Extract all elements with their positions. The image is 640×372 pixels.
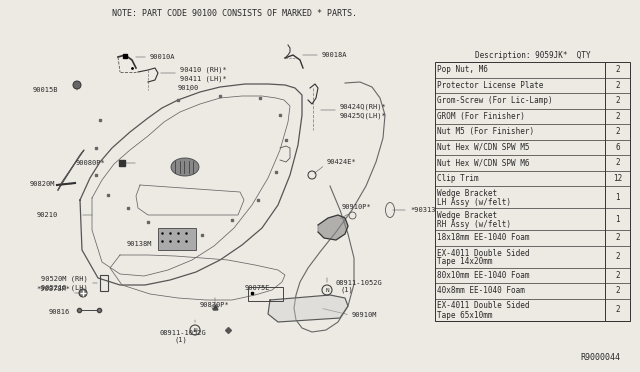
- Text: (1): (1): [340, 287, 353, 293]
- Polygon shape: [58, 150, 84, 190]
- Bar: [158, 228, 196, 250]
- Text: 90080P*: 90080P*: [76, 160, 105, 166]
- Text: 90075E: 90075E: [245, 285, 271, 291]
- Text: 2: 2: [615, 81, 620, 90]
- Circle shape: [73, 81, 81, 89]
- Text: Clip Trim: Clip Trim: [437, 174, 479, 183]
- Text: GROM (For Finisher): GROM (For Finisher): [437, 112, 525, 121]
- Text: *90878P*: *90878P*: [36, 286, 70, 292]
- Text: 90410 (RH)*: 90410 (RH)*: [180, 67, 227, 73]
- Text: 2: 2: [615, 112, 620, 121]
- Text: Tape 14x20mm: Tape 14x20mm: [437, 257, 493, 266]
- Text: (1): (1): [175, 337, 188, 343]
- Text: NOTE: PART CODE 90100 CONSISTS OF MARKED * PARTS.: NOTE: PART CODE 90100 CONSISTS OF MARKED…: [113, 10, 358, 19]
- Text: 2: 2: [615, 127, 620, 136]
- Text: Nut Hex W/CDN SPW M6: Nut Hex W/CDN SPW M6: [437, 158, 529, 167]
- Text: 40x8mm EE-1040 Foam: 40x8mm EE-1040 Foam: [437, 286, 525, 295]
- Text: 90210: 90210: [36, 212, 58, 218]
- Text: 1: 1: [615, 192, 620, 202]
- Text: Tape 65x10mm: Tape 65x10mm: [437, 311, 493, 320]
- Text: Protector License Plate: Protector License Plate: [437, 81, 543, 90]
- Text: R9000044: R9000044: [580, 353, 620, 362]
- Text: Description: 9059JK*  QTY: Description: 9059JK* QTY: [475, 51, 590, 61]
- Polygon shape: [268, 295, 348, 322]
- Text: N: N: [193, 328, 197, 334]
- Text: Wedge Bracket: Wedge Bracket: [437, 211, 497, 220]
- Text: 2: 2: [615, 271, 620, 280]
- Text: Nut M5 (For Finisher): Nut M5 (For Finisher): [437, 127, 534, 136]
- Text: 90424Q(RH)*: 90424Q(RH)*: [340, 104, 387, 110]
- Circle shape: [79, 289, 87, 297]
- Text: 2: 2: [615, 96, 620, 105]
- Text: 2: 2: [615, 305, 620, 314]
- Text: 90520M (RH): 90520M (RH): [41, 276, 88, 282]
- Text: Grom-Screw (For Lic-Lamp): Grom-Screw (For Lic-Lamp): [437, 96, 552, 105]
- Text: 08911-1052G: 08911-1052G: [160, 330, 207, 336]
- Text: 90870P*: 90870P*: [200, 302, 230, 308]
- Text: 90100: 90100: [178, 85, 199, 91]
- Text: LH Assy (w/felt): LH Assy (w/felt): [437, 198, 511, 207]
- Text: 90138M: 90138M: [127, 241, 152, 247]
- Text: *90313: *90313: [410, 207, 435, 213]
- Text: 2: 2: [615, 65, 620, 74]
- Text: Wedge Bracket: Wedge Bracket: [437, 189, 497, 198]
- Text: 90816: 90816: [49, 309, 70, 315]
- Text: 90910P*: 90910P*: [342, 204, 372, 210]
- Text: 90424E*: 90424E*: [327, 159, 356, 165]
- Ellipse shape: [171, 158, 199, 176]
- Text: RH Assy (w/felt): RH Assy (w/felt): [437, 220, 511, 229]
- Text: 2: 2: [615, 233, 620, 242]
- Bar: [100, 275, 108, 291]
- Text: 1: 1: [615, 215, 620, 224]
- Text: 80x10mm EE-1040 Foam: 80x10mm EE-1040 Foam: [437, 271, 529, 280]
- Text: Nut Hex W/CDN SPW M5: Nut Hex W/CDN SPW M5: [437, 143, 529, 152]
- Text: 90015B: 90015B: [33, 87, 58, 93]
- Text: 08911-1052G: 08911-1052G: [336, 280, 383, 286]
- Text: EX-4011 Double Sided: EX-4011 Double Sided: [437, 301, 529, 311]
- Text: Pop Nut, M6: Pop Nut, M6: [437, 65, 488, 74]
- Text: 90910M: 90910M: [352, 312, 378, 318]
- Text: 90820M: 90820M: [29, 181, 55, 187]
- Text: 6: 6: [615, 143, 620, 152]
- Text: 2: 2: [615, 286, 620, 295]
- Text: 12: 12: [613, 174, 622, 183]
- Bar: [248, 287, 283, 301]
- Text: 90521Q (LH): 90521Q (LH): [41, 285, 88, 291]
- Text: 2: 2: [615, 158, 620, 167]
- Text: 90018A: 90018A: [322, 52, 348, 58]
- Text: N: N: [325, 289, 329, 294]
- Text: 2: 2: [615, 252, 620, 261]
- Polygon shape: [318, 215, 348, 240]
- Text: 90411 (LH)*: 90411 (LH)*: [180, 76, 227, 82]
- Text: EX-4011 Double Sided: EX-4011 Double Sided: [437, 248, 529, 257]
- Text: 18x18mm EE-1040 Foam: 18x18mm EE-1040 Foam: [437, 233, 529, 242]
- Text: 90010A: 90010A: [150, 54, 175, 60]
- Text: 90425Q(LH)*: 90425Q(LH)*: [340, 113, 387, 119]
- Bar: [435, 62, 630, 321]
